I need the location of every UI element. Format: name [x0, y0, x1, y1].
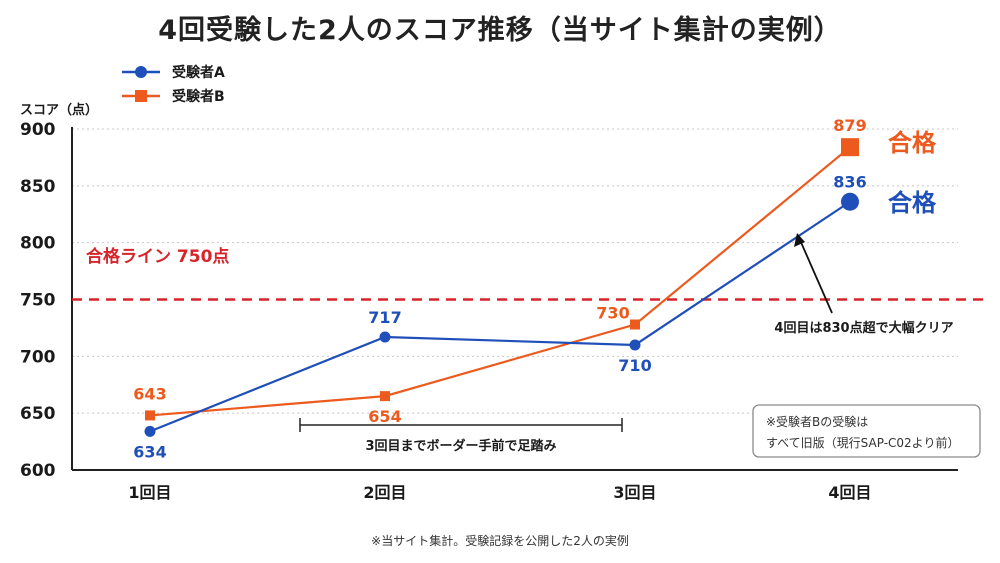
y-tick-label: 850 — [20, 177, 56, 197]
result-label-a: 合格 — [888, 189, 937, 217]
note-box — [752, 404, 981, 458]
data-label-b: 730 — [596, 304, 629, 323]
point-a — [629, 339, 641, 351]
footer-note: ※当サイト集計。受験記録を公開した2人の実例 — [371, 533, 629, 548]
legend-label-a: 受験者A — [172, 64, 225, 81]
note-line-1: ※受験者Bの受験は — [766, 414, 868, 429]
x-tick-label: 2回目 — [363, 483, 406, 502]
result-label-b: 合格 — [888, 129, 937, 157]
point-b — [630, 319, 640, 330]
point-a — [841, 192, 859, 211]
arrow-label: 4回目は830点超で大幅クリア — [774, 320, 953, 336]
data-label-b: 654 — [368, 407, 401, 426]
x-tick-label: 1回目 — [128, 483, 171, 502]
point-a — [144, 425, 156, 437]
annotation-arrowhead — [794, 233, 805, 247]
y-tick-label: 900 — [20, 120, 56, 140]
data-label-a: 634 — [133, 442, 166, 461]
point-a — [379, 331, 391, 343]
y-tick-label: 600 — [20, 461, 56, 481]
data-label-a: 836 — [833, 173, 866, 192]
point-b — [380, 391, 390, 402]
pass-line-label: 合格ライン 750点 — [86, 246, 229, 267]
legend-label-b: 受験者B — [172, 88, 225, 105]
point-b — [145, 410, 155, 421]
y-tick-label: 650 — [20, 404, 56, 424]
y-tick-label: 700 — [20, 347, 56, 367]
y-tick-label: 800 — [20, 234, 56, 254]
x-tick-label: 4回目 — [828, 483, 871, 502]
chart-title: 4回受験した2人のスコア推移（当サイト集計の実例） — [158, 15, 842, 46]
series-line-b — [149, 146, 851, 417]
x-tick-label: 3回目 — [613, 483, 656, 502]
series-line-a — [149, 200, 851, 433]
data-label-a: 710 — [618, 356, 651, 375]
legend-marker-b — [135, 90, 147, 102]
legend-marker-a — [135, 66, 147, 78]
y-tick-label: 750 — [20, 291, 56, 311]
note-line-2: すべて旧版（現行SAP-C02より前） — [766, 435, 959, 450]
annotation-arrow — [799, 239, 833, 314]
data-label-b: 879 — [833, 116, 866, 135]
data-label-a: 717 — [368, 308, 401, 327]
data-label-b: 643 — [133, 384, 166, 403]
bracket-label: 3回目までボーダー手前で足踏み — [365, 438, 556, 454]
point-b — [841, 138, 859, 157]
y-axis-label: スコア（点） — [20, 102, 98, 118]
